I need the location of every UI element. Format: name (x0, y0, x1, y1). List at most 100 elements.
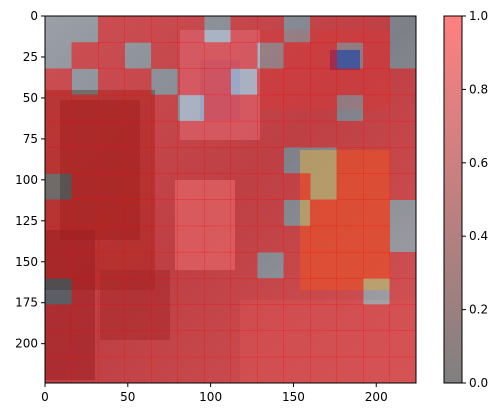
mask-cell (230, 173, 258, 200)
mask-cell (310, 94, 337, 122)
mask-cell (336, 199, 364, 227)
mask-cell (363, 173, 390, 200)
mask-cell (363, 225, 390, 253)
mask-cell (151, 199, 178, 227)
mask-cell (230, 251, 258, 279)
mask-cell (71, 120, 99, 148)
mask-cell (45, 199, 72, 227)
mask-cell (71, 304, 99, 332)
mask-cell (45, 356, 72, 383)
mask-cell (230, 225, 258, 253)
mask-cell (310, 278, 337, 305)
mask-cell (45, 94, 72, 122)
mask-cell (363, 356, 390, 383)
mask-cell (124, 251, 152, 279)
mask-cell (230, 94, 258, 122)
mask-cell (124, 199, 152, 227)
mask-cell (389, 278, 416, 305)
mask-cell (124, 147, 152, 174)
mask-cell (336, 304, 364, 332)
colorbar-tick-label: 0.8 (469, 82, 488, 96)
mask-cell (336, 356, 364, 383)
mask-cell (177, 304, 205, 332)
y-tick-label: 0 (30, 9, 38, 23)
mask-cell (177, 147, 205, 174)
mask-cell (283, 225, 311, 253)
mask-cell (363, 68, 390, 96)
mask-cell (257, 120, 284, 148)
mask-cell (257, 147, 284, 174)
mask-cell (283, 68, 311, 96)
y-tick-label: 175 (15, 296, 38, 310)
y-tick-label: 200 (15, 337, 38, 351)
mask-cell (310, 16, 337, 43)
y-tick-label: 100 (15, 173, 38, 187)
mask-cell (283, 42, 311, 69)
mask-cell (204, 199, 231, 227)
mask-cell (204, 304, 231, 332)
colorbar-tick-label: 0.2 (469, 303, 488, 317)
mask-cell (124, 120, 152, 148)
mask-cell (71, 356, 99, 383)
mask-cell (363, 147, 390, 174)
mask-cell (257, 225, 284, 253)
mask-cell (204, 251, 231, 279)
mask-cell (336, 68, 364, 96)
mask-cell (230, 330, 258, 358)
mask-cell (124, 278, 152, 305)
mask-cell (230, 42, 258, 69)
mask-cell (98, 330, 125, 358)
mask-cell (204, 120, 231, 148)
mask-cell (257, 94, 284, 122)
mask-cell (336, 147, 364, 174)
mask-cell (151, 278, 178, 305)
mask-cell (336, 173, 364, 200)
mask-cell (98, 42, 125, 69)
mask-cell (45, 147, 72, 174)
x-tick-label: 0 (41, 390, 49, 404)
mask-cell (389, 120, 416, 148)
mask-cell (257, 68, 284, 96)
mask-cell (230, 278, 258, 305)
colorbar (443, 15, 463, 384)
mask-cell (363, 94, 390, 122)
x-axis: 0 50 100 150 200 (41, 383, 388, 404)
mask-cell (45, 120, 72, 148)
mask-cell (257, 304, 284, 332)
mask-cell (257, 199, 284, 227)
mask-cell (45, 330, 72, 358)
mask-cell (204, 278, 231, 305)
mask-cell (204, 147, 231, 174)
mask-cell (71, 147, 99, 174)
mask-cell (310, 120, 337, 148)
mask-cell (177, 199, 205, 227)
mask-cell (389, 68, 416, 96)
mask-cell (283, 304, 311, 332)
mask-cell (310, 199, 337, 227)
mask-cell (98, 278, 125, 305)
mask-cell (71, 94, 99, 122)
mask-cell (151, 225, 178, 253)
mask-cell (363, 251, 390, 279)
mask-cell (230, 356, 258, 383)
mask-cell (98, 147, 125, 174)
mask-cell (336, 251, 364, 279)
mask-cells (45, 16, 416, 383)
mask-cell (151, 147, 178, 174)
mask-cell (124, 68, 152, 96)
mask-cell (336, 120, 364, 148)
mask-cell (124, 16, 152, 43)
mask-cell (98, 251, 125, 279)
mask-cell (151, 16, 178, 43)
colorbar-tick-label: 0.6 (469, 156, 488, 170)
mask-cell (283, 330, 311, 358)
mask-cell (151, 42, 178, 69)
mask-cell (204, 42, 231, 69)
mask-cell (336, 330, 364, 358)
mask-cell (204, 356, 231, 383)
y-tick-label: 125 (15, 214, 38, 228)
mask-cell (389, 330, 416, 358)
mask-cell (45, 225, 72, 253)
x-tick-label: 150 (282, 390, 305, 404)
